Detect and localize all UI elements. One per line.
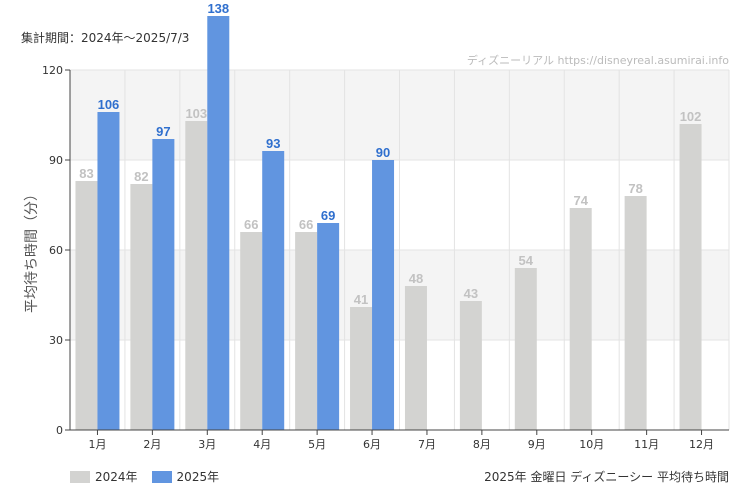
data-label-2024-12: 102 [680,109,702,124]
x-tick-label-4: 4月 [253,438,271,451]
data-label-2025-3: 138 [207,1,229,16]
bar-2024-8 [459,301,482,430]
bar-2024-9 [514,268,537,430]
data-label-2024-11: 78 [628,181,642,196]
bar-2024-3 [185,121,208,430]
bar-2024-10 [569,208,592,430]
x-tick-label-12: 12月 [689,438,714,451]
x-tick-labels: 1月 2月 3月 4月 5月 6月 7月 8月 9月 10月 11月 12月 [88,438,714,451]
bar-2025-6 [372,160,395,430]
legend-item-2025: 2025年 [151,468,220,485]
bar-2024-1 [75,181,98,430]
x-tick-label-2: 2月 [143,438,161,451]
legend-swatch-2025 [151,470,172,483]
bar-2024-12 [679,124,702,430]
data-label-2024-7: 48 [409,271,423,286]
watermark-text: ディズニーリアル https://disneyreal.asumirai.inf… [467,53,729,67]
data-label-2024-4: 66 [244,217,258,232]
bar-2024-6 [350,307,373,430]
x-tick-label-6: 6月 [363,438,381,451]
legend-item-2024: 2024年 [70,468,138,485]
legend: 2024年 2025年 [70,468,219,485]
y-tick-label-30: 30 [49,334,63,347]
x-tick-label-10: 10月 [579,438,604,451]
data-label-2024-3: 103 [185,106,207,121]
data-label-2025-6: 90 [376,145,390,160]
data-label-2024-9: 54 [519,253,534,268]
x-tick-label-3: 3月 [198,438,216,451]
y-tick-label-120: 120 [42,64,63,77]
x-tick-label-9: 9月 [528,438,546,451]
y-tick-labels: 0 30 60 90 120 [42,64,63,437]
x-tick-label-1: 1月 [88,438,106,451]
y-tick-label-0: 0 [56,424,63,437]
data-label-2024-10: 74 [573,193,588,208]
bars [75,16,702,430]
data-label-2024-8: 43 [464,286,478,301]
bar-2025-2 [152,139,175,430]
x-tick-label-8: 8月 [473,438,491,451]
data-label-2025-2: 97 [156,124,170,139]
bar-2025-3 [207,16,230,430]
legend-label-2024: 2024年 [95,470,138,484]
data-labels: 83 82 103 66 66 41 48 43 54 74 78 102 106 97 138 93 69 90 [79,1,701,307]
legend-swatch-2024 [70,470,90,483]
bar-2024-7 [404,286,427,430]
data-label-2024-2: 82 [134,169,148,184]
bar-2024-2 [130,184,153,430]
gridlines [70,69,730,430]
bar-2025-5 [317,223,340,430]
x-tick-label-7: 7月 [418,438,436,451]
x-tick-label-11: 11月 [634,438,659,451]
data-label-2025-4: 93 [266,136,280,151]
legend-label-2025: 2025年 [176,470,220,484]
bar-2024-11 [624,196,647,430]
bar-2024-4 [240,232,263,430]
axes [65,69,729,435]
data-label-2025-1: 106 [98,97,120,112]
bar-2024-5 [295,232,318,430]
data-label-2024-6: 41 [354,292,368,307]
y-tick-label-60: 60 [49,244,63,257]
y-tick-label-90: 90 [49,154,63,167]
data-label-2025-5: 69 [321,208,335,223]
data-label-2024-5: 66 [299,217,313,232]
y-axis-label: 平均待ち時間（分） [24,187,40,313]
bar-2025-1 [97,112,120,430]
data-label-2024-1: 83 [79,166,93,181]
chart-footer-title: 2025年 金曜日 ディズニーシー 平均待ち時間 [484,470,729,484]
x-tick-label-5: 5月 [308,438,326,451]
period-label: 集計期間：2024年〜2025/7/3 [21,31,190,45]
bar-2025-4 [262,151,285,430]
